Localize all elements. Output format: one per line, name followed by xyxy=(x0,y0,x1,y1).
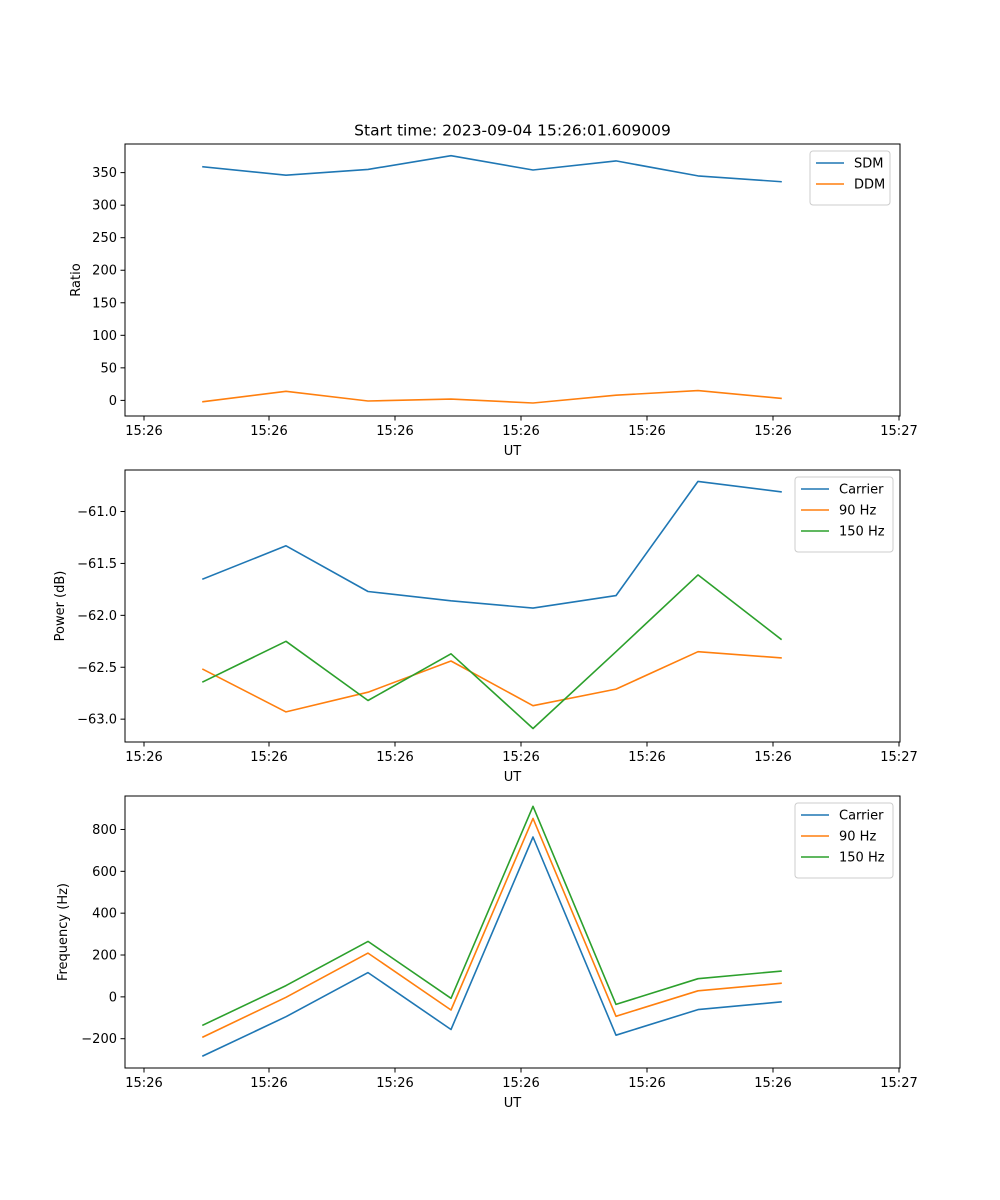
y-tick-label: −61.0 xyxy=(77,505,117,520)
x-tick-label: 15:26 xyxy=(376,750,413,765)
x-tick-label: 15:26 xyxy=(502,424,539,439)
x-tick-label: 15:26 xyxy=(754,750,791,765)
chart-power: 15:26 15:26 15:26 15:26 15:26 15:26 15:27 UT −63… xyxy=(53,469,918,785)
x-tick-label: 15:26 xyxy=(502,1076,539,1091)
y-axis-label: Power (dB) xyxy=(53,571,68,642)
x-tick-label: 15:26 xyxy=(250,1076,287,1091)
series-line-carrier xyxy=(201,480,782,609)
y-tick-label: −61.5 xyxy=(77,557,117,572)
x-tick-label: 15:26 xyxy=(125,1076,162,1091)
axes-frame xyxy=(124,469,901,743)
y-tick-label: 0 xyxy=(109,990,117,1005)
figure-title: Start time: 2023-09-04 15:26:01.609009 xyxy=(354,122,671,140)
x-tick-label: 15:26 xyxy=(125,750,162,765)
x-tick-label: 15:26 xyxy=(628,1076,665,1091)
y-tick-label: 200 xyxy=(92,949,117,964)
series-line-90-hz xyxy=(201,650,782,713)
x-tick-label: 15:26 xyxy=(250,424,287,439)
x-tick-label: 15:26 xyxy=(628,750,665,765)
y-tick-label: 800 xyxy=(92,823,117,838)
legend-label: DDM xyxy=(854,178,885,193)
y-tick-label: 300 xyxy=(92,199,117,214)
legend: SDM DDM xyxy=(809,150,891,206)
x-tick-label: 15:26 xyxy=(754,1076,791,1091)
series-line-90-hz xyxy=(201,817,782,1039)
x-tick-label: 15:27 xyxy=(880,1076,917,1091)
y-tick-label: 200 xyxy=(92,264,117,279)
legend-box xyxy=(809,150,891,206)
y-tick-label: 350 xyxy=(92,166,117,181)
series-line-ddm xyxy=(202,389,782,404)
y-tick-label: −62.0 xyxy=(77,609,117,624)
legend-label: 150 Hz xyxy=(839,525,885,540)
y-axis-label: Frequency (Hz) xyxy=(56,883,71,981)
x-tick-label: 15:26 xyxy=(628,424,665,439)
y-tick-label: −62.5 xyxy=(77,661,117,676)
legend-box xyxy=(794,802,894,879)
y-tick-label: 0 xyxy=(109,394,117,409)
series-line-150-hz xyxy=(201,574,783,730)
legend-label: Carrier xyxy=(839,809,884,824)
y-tick-label: 50 xyxy=(100,361,117,376)
legend-label: Carrier xyxy=(839,483,884,498)
y-tick-label: 400 xyxy=(92,907,117,922)
x-tick-label: 15:26 xyxy=(376,424,413,439)
x-tick-label: 15:26 xyxy=(125,424,162,439)
series-line-150-hz xyxy=(201,805,782,1027)
x-axis-label: UT xyxy=(504,1096,522,1111)
legend: Carrier 90 Hz 150 Hz xyxy=(794,802,894,879)
legend-box xyxy=(794,476,894,553)
legend-label: 90 Hz xyxy=(839,830,876,845)
legend-label: 90 Hz xyxy=(839,504,876,519)
x-tick-label: 15:27 xyxy=(880,424,917,439)
x-tick-label: 15:26 xyxy=(250,750,287,765)
y-tick-label: 250 xyxy=(92,231,117,246)
x-tick-label: 15:26 xyxy=(376,1076,413,1091)
chart-ratio: 15:26 15:26 15:26 15:26 15:26 15:26 15:27 UT 0 50… xyxy=(69,143,918,459)
x-axis-label: UT xyxy=(504,444,522,459)
legend: Carrier 90 Hz 150 Hz xyxy=(794,476,894,553)
x-tick-label: 15:26 xyxy=(754,424,791,439)
x-tick-label: 15:27 xyxy=(880,750,917,765)
chart-frequency: 15:26 15:26 15:26 15:26 15:26 15:26 15:27 UT −20… xyxy=(56,795,918,1111)
y-tick-label: 150 xyxy=(92,296,117,311)
y-tick-label: −63.0 xyxy=(77,713,117,728)
y-tick-label: 600 xyxy=(92,865,117,880)
y-tick-label: 100 xyxy=(92,329,117,344)
x-tick-label: 15:26 xyxy=(502,750,539,765)
series-line-carrier xyxy=(201,836,782,1057)
axes-frame xyxy=(124,795,901,1069)
y-tick-label: −200 xyxy=(81,1032,117,1047)
legend-label: 150 Hz xyxy=(839,851,885,866)
axes-frame xyxy=(124,143,901,417)
y-axis-label: Ratio xyxy=(69,263,84,296)
legend-label: SDM xyxy=(854,157,883,172)
x-axis-label: UT xyxy=(504,770,522,785)
series-line-sdm xyxy=(202,154,782,183)
